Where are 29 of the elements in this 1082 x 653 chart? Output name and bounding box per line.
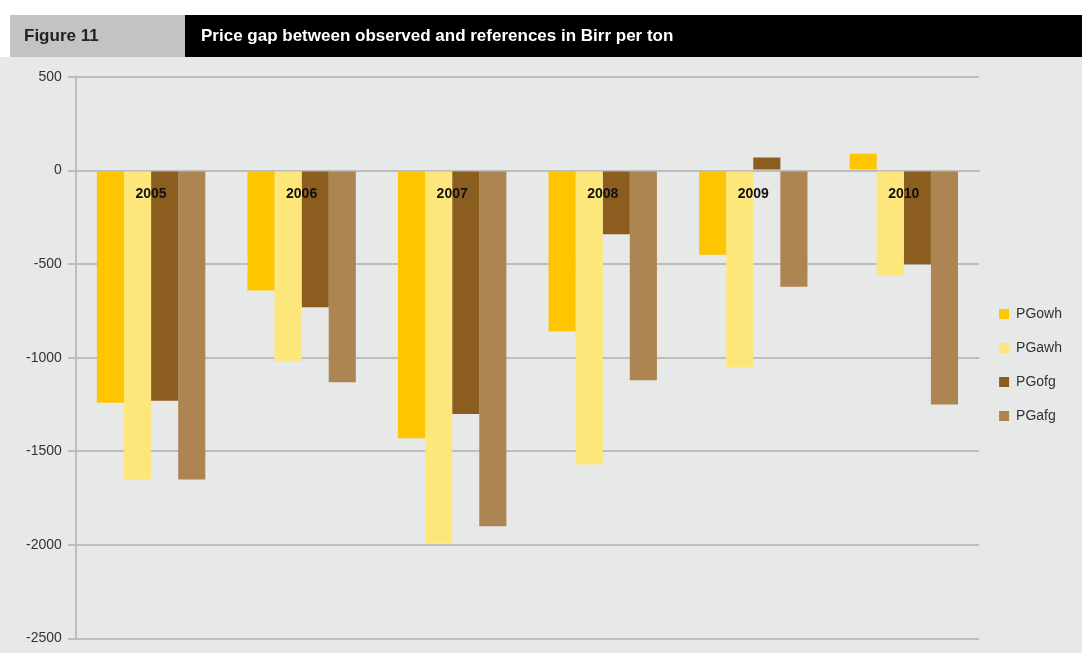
bar bbox=[247, 171, 275, 291]
legend-label: PGawh bbox=[1016, 338, 1063, 355]
chart-title: Price gap between observed and references in Birr per ton bbox=[185, 15, 1082, 57]
bar bbox=[397, 171, 426, 439]
y-tick-label: 500 bbox=[38, 67, 63, 84]
bar bbox=[479, 171, 507, 527]
bar bbox=[629, 171, 657, 381]
bar bbox=[699, 171, 727, 255]
legend-label: PGafg bbox=[1016, 406, 1056, 423]
bar bbox=[328, 171, 356, 383]
caption: Figure 11 bbox=[10, 15, 185, 57]
bar bbox=[96, 171, 124, 403]
y-tick-label: -2500 bbox=[25, 629, 63, 646]
x-tick-label: 2009 bbox=[737, 185, 770, 202]
legend-label: PGowh bbox=[1016, 304, 1063, 321]
bar bbox=[548, 171, 576, 332]
y-tick-label: -2000 bbox=[25, 535, 63, 552]
legend-label: PGofg bbox=[1016, 372, 1056, 389]
y-tick-label: 0 bbox=[54, 161, 63, 178]
bar bbox=[930, 171, 959, 405]
bar bbox=[753, 157, 781, 170]
x-tick-label: 2005 bbox=[135, 185, 167, 202]
y-tick-label: -500 bbox=[33, 255, 63, 272]
y-tick-label: -1000 bbox=[25, 348, 63, 365]
y-tick-label: -1500 bbox=[25, 442, 63, 459]
bar bbox=[849, 153, 877, 170]
x-tick-label: 2006 bbox=[286, 185, 318, 202]
bar bbox=[780, 171, 808, 287]
bar bbox=[178, 171, 206, 480]
